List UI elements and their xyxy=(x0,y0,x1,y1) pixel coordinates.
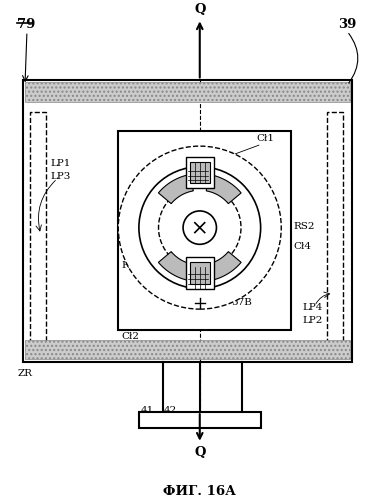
Text: 57В: 57В xyxy=(231,298,252,308)
Text: LP2: LP2 xyxy=(303,316,323,325)
Circle shape xyxy=(139,167,261,288)
Circle shape xyxy=(183,211,217,244)
Bar xyxy=(23,80,352,362)
Bar xyxy=(118,132,291,330)
Polygon shape xyxy=(206,252,241,281)
Text: LP3: LP3 xyxy=(50,172,71,180)
Bar xyxy=(25,82,350,102)
Polygon shape xyxy=(206,174,241,204)
Text: RR: RR xyxy=(128,208,144,217)
Text: LP1: LP1 xyxy=(50,159,71,168)
Bar xyxy=(186,257,214,288)
Text: LP4: LP4 xyxy=(303,303,323,312)
Text: 39: 39 xyxy=(338,18,357,32)
Bar xyxy=(139,412,261,428)
Text: Q: Q xyxy=(194,446,206,458)
Text: ФИГ. 16А: ФИГ. 16А xyxy=(163,485,236,498)
Bar xyxy=(190,262,209,283)
Bar xyxy=(190,162,209,184)
Text: RS2: RS2 xyxy=(293,222,315,230)
Bar xyxy=(327,112,343,348)
Text: Сł4: Сł4 xyxy=(293,242,311,252)
Text: Сł1: Сł1 xyxy=(257,134,275,143)
Text: RS1: RS1 xyxy=(121,261,143,270)
Text: 79: 79 xyxy=(17,18,36,32)
Polygon shape xyxy=(159,252,193,281)
Text: Q: Q xyxy=(194,2,206,16)
Bar xyxy=(186,157,214,188)
Text: 57А: 57А xyxy=(144,174,165,182)
Text: 42: 42 xyxy=(163,406,177,416)
Text: 51: 51 xyxy=(209,222,223,231)
Text: СС: СС xyxy=(176,222,192,231)
Text: 41: 41 xyxy=(141,406,154,416)
Text: Сł3: Сł3 xyxy=(121,242,139,252)
Text: ZR: ZR xyxy=(17,369,32,378)
Bar xyxy=(25,340,350,359)
Polygon shape xyxy=(159,174,193,204)
Circle shape xyxy=(159,186,241,269)
Bar xyxy=(30,112,46,348)
Text: Сł2: Сł2 xyxy=(121,332,139,340)
Circle shape xyxy=(118,146,281,309)
